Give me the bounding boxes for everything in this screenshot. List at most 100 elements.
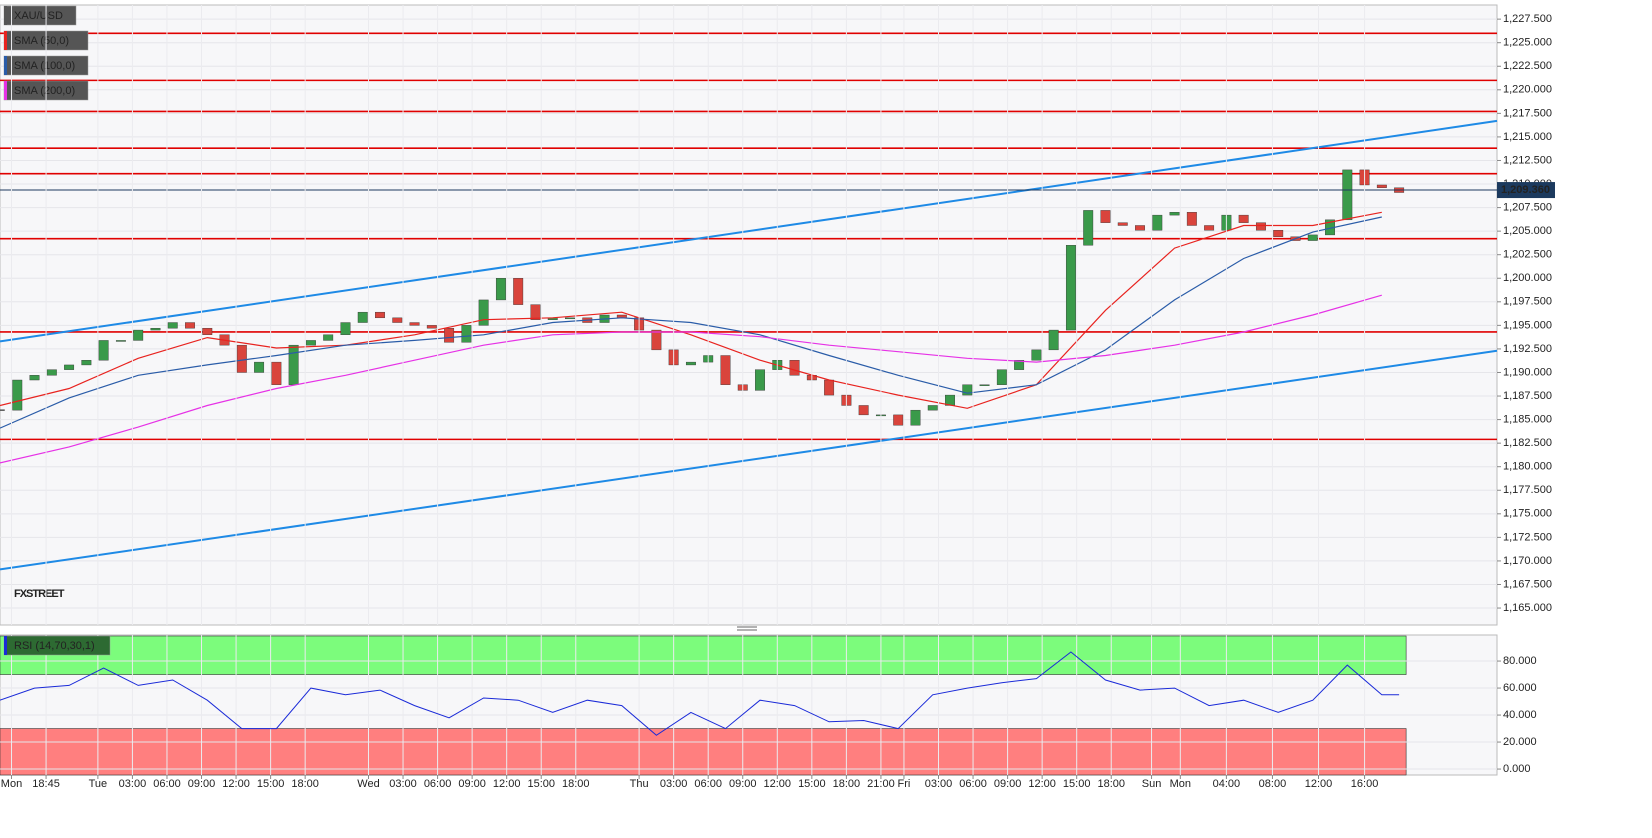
x-tick-label: 03:00 xyxy=(119,778,147,790)
candle xyxy=(1100,210,1111,223)
candle xyxy=(1273,229,1284,237)
legend-label: SMA (50,0) xyxy=(14,35,69,47)
x-tick-label: 15:00 xyxy=(1063,778,1091,790)
y-tick-label: 1,205.000 xyxy=(1503,225,1552,237)
rsi-line xyxy=(0,651,1400,736)
x-tick-label: Mon xyxy=(1,778,22,790)
candle xyxy=(789,360,800,376)
y-tick-label: 20.000 xyxy=(1503,736,1537,748)
legend-label: RSI (14,70,30,1) xyxy=(14,640,95,652)
watermark: FXSTREET xyxy=(14,588,65,600)
y-tick-label: 60.000 xyxy=(1503,682,1537,694)
candle xyxy=(1014,360,1025,370)
candle xyxy=(167,322,178,329)
candle xyxy=(927,405,938,411)
candle xyxy=(1169,212,1180,216)
candle xyxy=(1186,212,1197,226)
y-tick-label: 1,227.500 xyxy=(1503,13,1552,25)
y-tick-label: 1,195.000 xyxy=(1503,319,1552,331)
legend-swatch xyxy=(4,81,7,100)
overbought-zone xyxy=(0,635,1407,675)
y-tick-label: 1,197.500 xyxy=(1503,296,1552,308)
candle xyxy=(495,278,506,301)
candle xyxy=(29,375,40,381)
candle xyxy=(340,322,351,335)
trend-line xyxy=(0,119,1498,343)
candle xyxy=(115,340,126,342)
candle xyxy=(1065,245,1076,331)
x-tick-label: Wed xyxy=(357,778,379,790)
y-tick-label: 1,177.500 xyxy=(1503,484,1552,496)
y-tick-label: 1,170.000 xyxy=(1503,555,1552,567)
candle xyxy=(254,361,265,373)
candle xyxy=(996,369,1007,385)
candle xyxy=(1255,222,1266,231)
x-tick-label: Tue xyxy=(89,778,108,790)
y-tick-label: 1,180.000 xyxy=(1503,461,1552,473)
candle xyxy=(1135,225,1145,231)
x-tick-label: 06:00 xyxy=(694,778,722,790)
x-tick-label: 12:00 xyxy=(1305,778,1333,790)
legend-label: SMA (100,0) xyxy=(14,60,75,72)
candle xyxy=(685,361,696,366)
x-tick-label: 06:00 xyxy=(959,778,987,790)
candle xyxy=(392,317,403,323)
y-tick-label: 1,212.500 xyxy=(1503,154,1552,166)
x-tick-label: 03:00 xyxy=(925,778,953,790)
y-tick-label: 1,167.500 xyxy=(1503,578,1552,590)
x-tick-label: 18:00 xyxy=(562,778,590,790)
y-tick-label: 1,185.000 xyxy=(1503,413,1552,425)
y-tick-label: 1,225.000 xyxy=(1503,37,1552,49)
candle xyxy=(202,327,213,335)
candle xyxy=(530,304,541,320)
candle xyxy=(150,327,161,331)
candle xyxy=(98,340,109,361)
candle xyxy=(824,379,835,396)
legend-swatch xyxy=(4,56,7,75)
candle xyxy=(323,334,334,341)
candle xyxy=(962,384,973,396)
candle xyxy=(1083,210,1094,246)
candle xyxy=(64,364,75,370)
y-tick-label: 40.000 xyxy=(1503,709,1537,721)
x-tick-label: 18:00 xyxy=(1097,778,1125,790)
candle xyxy=(357,311,368,323)
y-tick-label: 1,187.500 xyxy=(1503,390,1552,402)
candle xyxy=(893,414,904,426)
x-tick-label: 08:00 xyxy=(1259,778,1287,790)
x-tick-label: Sun xyxy=(1142,778,1162,790)
legend-label: SMA (200,0) xyxy=(14,85,75,97)
x-tick-label: 03:00 xyxy=(660,778,688,790)
candle xyxy=(375,311,385,319)
candle xyxy=(979,384,990,386)
candle xyxy=(1204,225,1215,231)
y-tick-label: 1,182.500 xyxy=(1503,437,1552,449)
y-tick-label: 1,222.500 xyxy=(1503,60,1552,72)
candle xyxy=(651,329,662,351)
x-tick-label: 12:00 xyxy=(493,778,521,790)
x-tick-label: 16:00 xyxy=(1351,778,1379,790)
x-tick-label: 09:00 xyxy=(729,778,757,790)
y-tick-label: 1,192.500 xyxy=(1503,343,1552,355)
x-tick-label: Thu xyxy=(630,778,649,790)
candle xyxy=(1117,222,1128,226)
y-tick-label: 0.000 xyxy=(1503,763,1531,775)
candle xyxy=(1152,214,1163,231)
x-tick-label: 09:00 xyxy=(458,778,486,790)
y-tick-label: 1,200.000 xyxy=(1503,272,1552,284)
candle xyxy=(236,344,247,373)
candle xyxy=(288,344,299,385)
y-tick-label: 1,217.500 xyxy=(1503,107,1552,119)
candle xyxy=(1048,329,1059,351)
y-tick-label: 1,190.000 xyxy=(1503,366,1552,378)
candle xyxy=(271,361,282,385)
y-tick-label: 1,172.500 xyxy=(1503,531,1552,543)
candle xyxy=(305,340,316,346)
candle xyxy=(409,322,420,326)
candle xyxy=(565,317,575,320)
x-tick-label: 21:00 xyxy=(867,778,895,790)
x-tick-label: 06:00 xyxy=(424,778,452,790)
candle xyxy=(858,405,869,416)
